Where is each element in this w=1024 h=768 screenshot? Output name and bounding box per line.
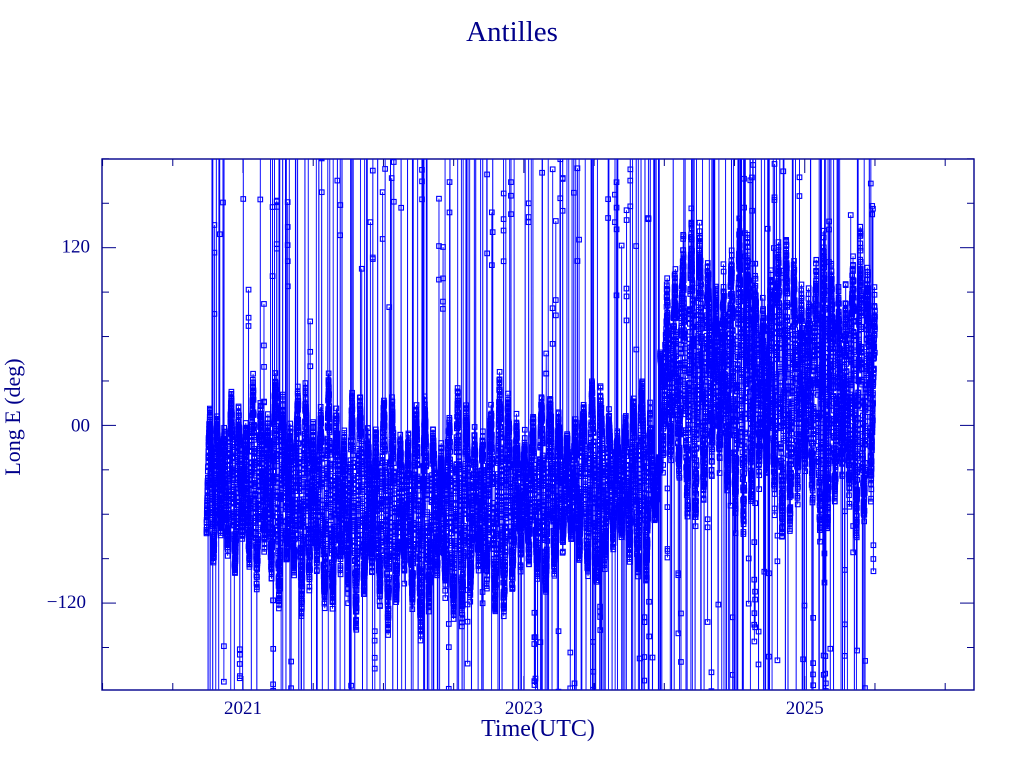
svg-text:00: 00 bbox=[71, 415, 90, 436]
svg-text:120: 120 bbox=[62, 237, 91, 258]
svg-text:−120: −120 bbox=[47, 592, 86, 613]
